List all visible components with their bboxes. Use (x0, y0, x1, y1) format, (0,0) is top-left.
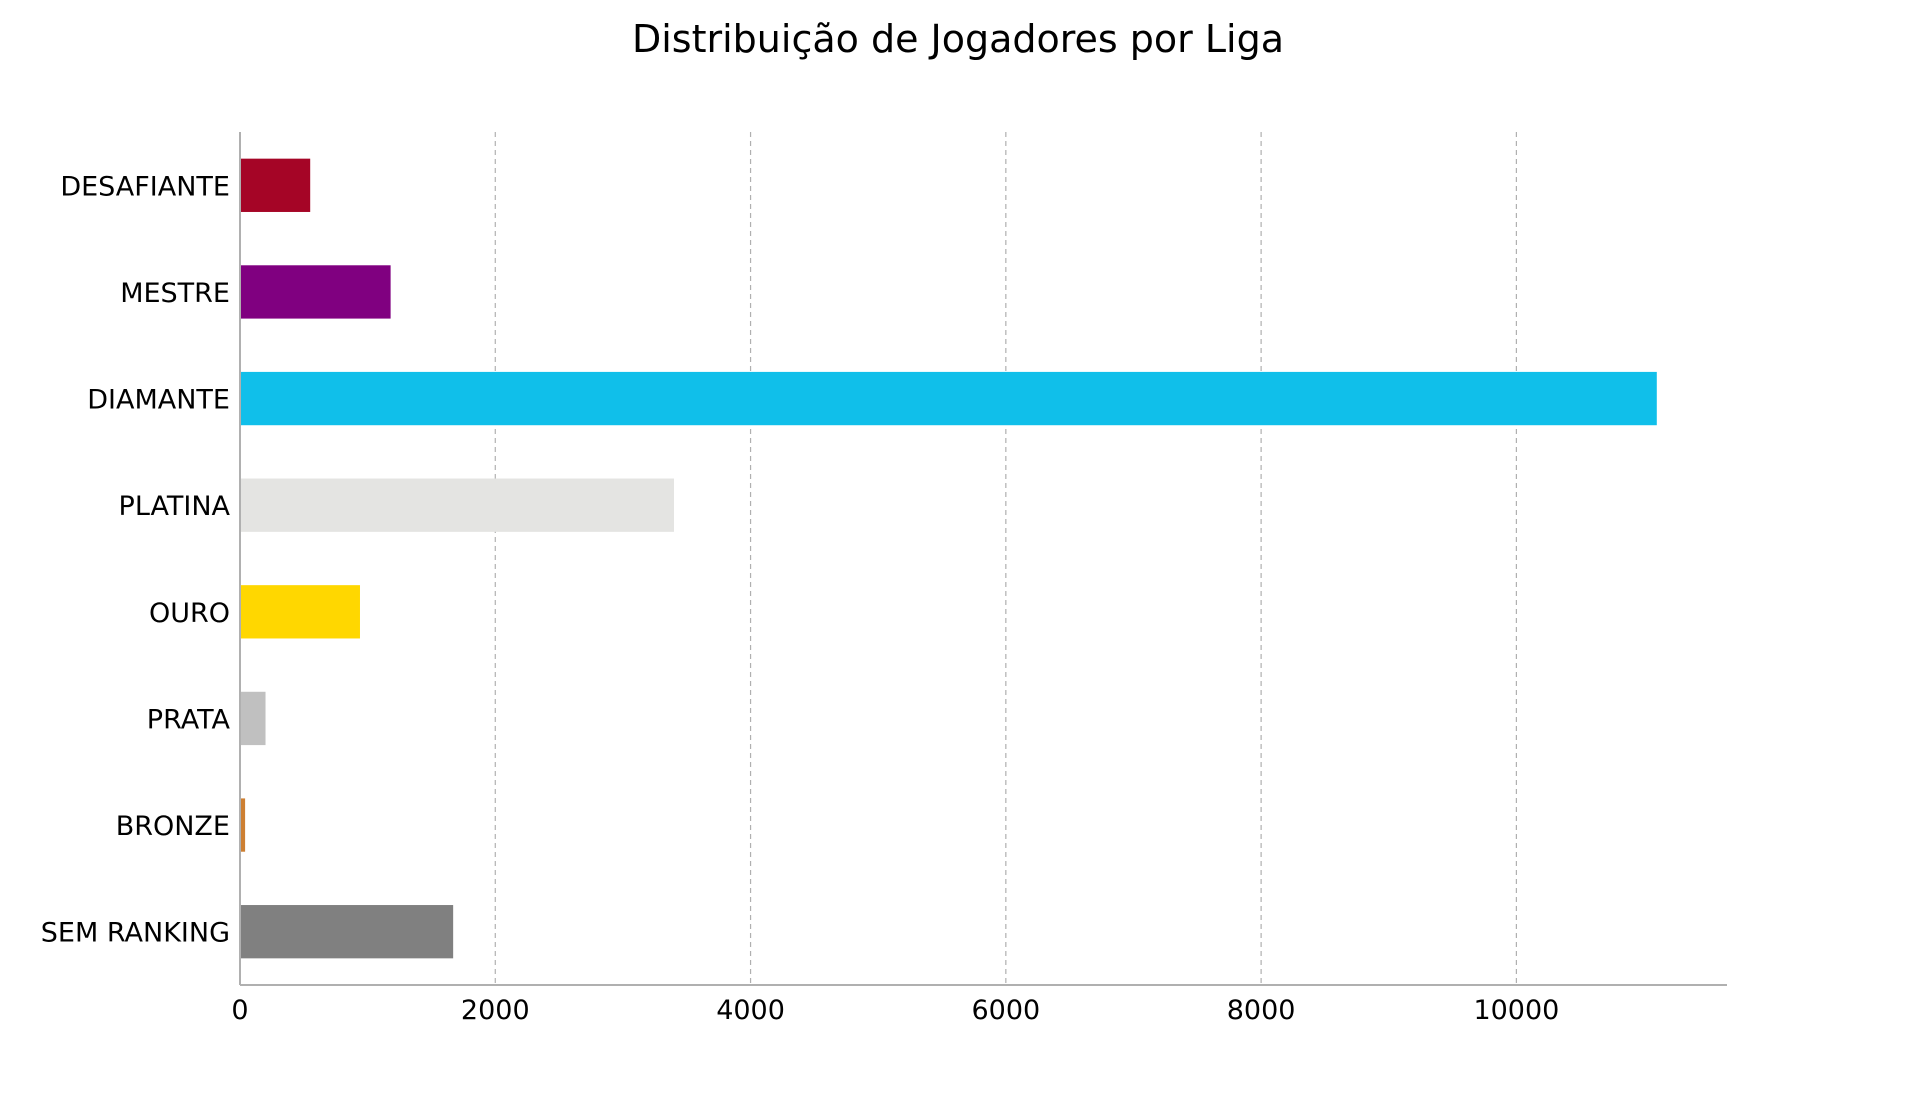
y-tick-labels: DESAFIANTE MESTRE DIAMANTE PLATINA OURO PRATA… (41, 171, 231, 948)
axes (239, 132, 1727, 986)
y-tick-label-mestre: MESTRE (120, 278, 230, 309)
bar-bronze (240, 798, 246, 852)
y-tick-label-prata: PRATA (147, 704, 231, 735)
bar-desafiante (240, 158, 311, 212)
y-tick-label-sem-ranking: SEM RANKING (41, 918, 230, 949)
bar-diamante (240, 371, 1657, 426)
chart-title: Distribuição de Jogadores por Liga (632, 17, 1284, 61)
y-tick-label-ouro: OURO (149, 598, 230, 629)
x-tick-label-6000: 6000 (971, 995, 1040, 1026)
x-tick-label-10000: 10000 (1473, 995, 1559, 1026)
bar-mestre (240, 265, 391, 319)
x-tick-label-0: 0 (231, 995, 248, 1026)
bar-ouro (240, 585, 360, 639)
bar-prata (240, 691, 266, 746)
y-tick-label-diamante: DIAMANTE (87, 385, 230, 416)
bars (240, 158, 1657, 959)
y-tick-label-bronze: BRONZE (116, 811, 230, 842)
gridlines (494, 132, 1517, 985)
bar-sem-ranking (240, 905, 454, 959)
bar-platina (240, 478, 674, 532)
x-tick-label-4000: 4000 (716, 995, 785, 1026)
y-tick-label-platina: PLATINA (119, 491, 231, 522)
x-tick-labels: 0 2000 4000 6000 8000 10000 (231, 995, 1559, 1026)
x-tick-label-2000: 2000 (461, 995, 530, 1026)
x-tick-label-8000: 8000 (1227, 995, 1296, 1026)
y-tick-label-desafiante: DESAFIANTE (60, 171, 230, 202)
